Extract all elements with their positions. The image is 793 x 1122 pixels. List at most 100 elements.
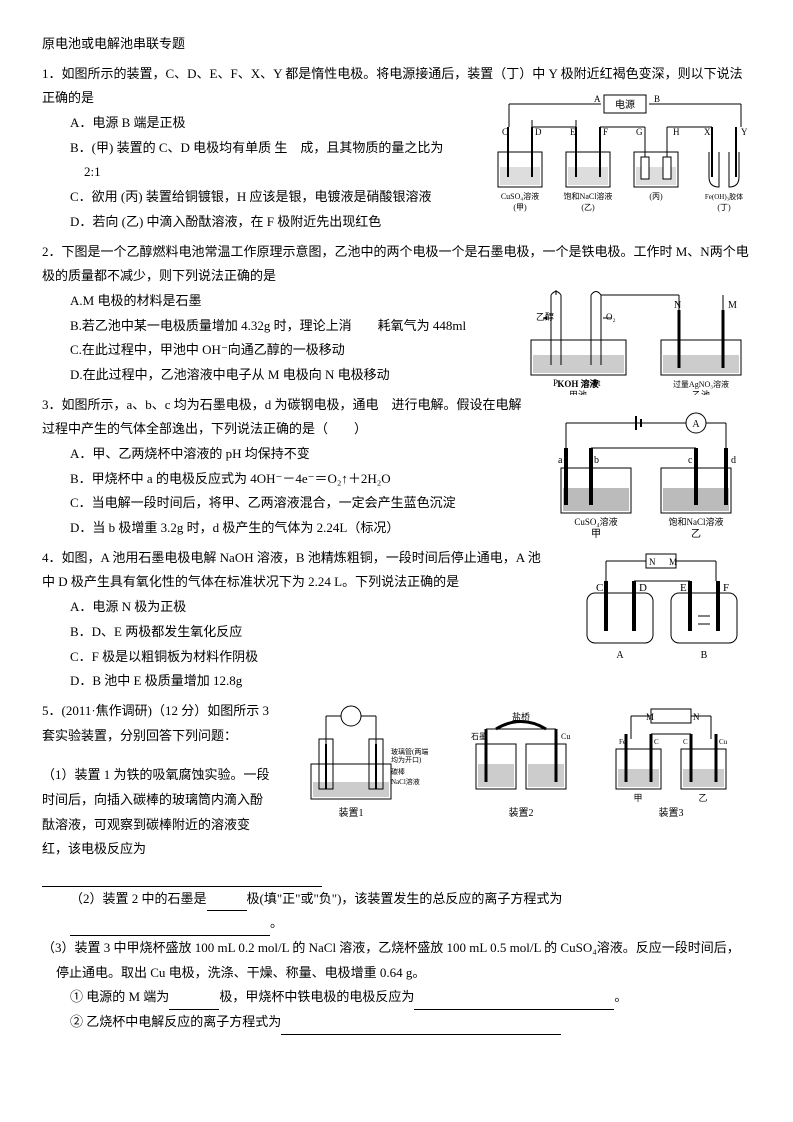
q3-opt-b: B．甲烧杯中 a 的电极反应式为 4OH⁻－4e⁻＝O₂↑＋2H₂O — [42, 467, 522, 492]
svg-text:F: F — [723, 582, 729, 594]
q4-stem: 4．如图，A 池用石墨电极电解 NaOH 溶液，B 池精炼粗铜，一段时间后停止通… — [42, 546, 542, 595]
svg-text:Cu: Cu — [719, 738, 728, 746]
svg-text:M: M — [646, 712, 654, 722]
q2-figure: 乙醇 O₂ PtPt KOH 溶液 甲池 N M 过量AgNO₃溶液 乙池 — [521, 280, 751, 395]
svg-text:A: A — [594, 94, 601, 104]
svg-text:Fe: Fe — [619, 738, 626, 746]
svg-text:C: C — [502, 127, 508, 137]
blank-3a[interactable] — [169, 994, 219, 1010]
svg-text:N: N — [674, 300, 681, 311]
question-5: 玻璃管(两端 均为开口) 碳棒 NaCl溶液 装置1 盐桥 石墨 Cu 装置2 … — [42, 699, 751, 1035]
svg-text:均为开口): 均为开口) — [391, 755, 422, 764]
q5-sub3: （3）装置 3 中甲烧杯盛放 100 mL 0.2 mol/L 的 NaCl 溶… — [42, 936, 751, 985]
q5-sub1-text: （1）装置 1 为铁的吸氧腐蚀实验。一段时间后，向插入碳棒的玻璃筒内滴入酚酞溶液… — [42, 767, 270, 856]
svg-text:E: E — [570, 127, 576, 137]
blank-2a[interactable] — [207, 895, 247, 911]
svg-text:C: C — [596, 582, 603, 594]
svg-text:N: N — [693, 712, 700, 722]
svg-text:甲: 甲 — [591, 529, 601, 538]
svg-text:玻璃管(两端: 玻璃管(两端 — [391, 747, 428, 756]
q5-sub1: （1）装置 1 为铁的吸氧腐蚀实验。一段时间后，向插入碳棒的玻璃筒内滴入酚酞溶液… — [42, 763, 272, 886]
svg-text:M: M — [669, 557, 677, 567]
q5-stem1: 5．(2011·焦作调研)（12 分）如图所示 3套实验装置，分别回答下列问题： — [42, 703, 269, 743]
q4-opt-d: D．B 池中 E 极质量增加 12.8g — [42, 669, 751, 694]
svg-text:B: B — [701, 650, 708, 661]
svg-text:X: X — [704, 127, 711, 137]
q4-figure: N M C D A E F B — [576, 551, 746, 666]
svg-text:装置3: 装置3 — [659, 806, 684, 819]
svg-text:NaCl溶液: NaCl溶液 — [391, 777, 420, 786]
question-1: 电源 A B C D CuSO₄溶液 (甲) E F 饱和NaCl溶液 (乙) — [42, 62, 751, 235]
blank-3b[interactable] — [414, 994, 614, 1010]
question-2: 乙醇 O₂ PtPt KOH 溶液 甲池 N M 过量AgNO₃溶液 乙池 2．… — [42, 240, 751, 388]
q5-figure: 玻璃管(两端 均为开口) 碳棒 NaCl溶液 装置1 盐桥 石墨 Cu 装置2 … — [291, 699, 751, 829]
q1-figure: 电源 A B C D CuSO₄溶液 (甲) E F 饱和NaCl溶液 (乙) — [489, 92, 761, 212]
q1-opt-a: A．电源 B 端是正极 — [42, 111, 462, 136]
q5-sub3-2-text: ② 乙烧杯中电解反应的离子方程式为 — [70, 1014, 281, 1029]
svg-text:CuSO₄溶液: CuSO₄溶液 — [501, 191, 539, 201]
q2-opt-a: A.M 电极的材料是石墨 — [42, 289, 502, 314]
q5-sub3-1b-text: 极，甲烧杯中铁电极的电极反应为 — [219, 989, 414, 1004]
svg-text:乙: 乙 — [698, 793, 707, 803]
svg-text:Fe(OH)₃胶体: Fe(OH)₃胶体 — [705, 192, 743, 201]
svg-text:N: N — [649, 557, 656, 567]
svg-text:a: a — [558, 455, 563, 466]
svg-text:石墨: 石墨 — [471, 732, 487, 741]
svg-text:(丙): (丙) — [649, 192, 663, 201]
svg-text:饱和NaCl溶液: 饱和NaCl溶液 — [564, 191, 613, 201]
q1-opt-c: C．欲用 (丙) 装置给铜镀银，H 应该是银，电镀液是硝酸银溶液 — [42, 185, 462, 210]
blank-3c[interactable] — [281, 1019, 561, 1035]
q5-sub2: （2）装置 2 中的石墨是 极(填"正"或"负")，该装置发生的总反应的离子方程式… — [42, 887, 751, 936]
svg-text:(甲): (甲) — [513, 203, 527, 212]
q2-opt-b: B.若乙池中某一电极质量增加 4.32g 时，理论上消 耗氧气为 448ml — [42, 314, 512, 339]
svg-text:乙醇: 乙醇 — [536, 311, 554, 322]
svg-text:A: A — [692, 419, 700, 430]
svg-text:过量AgNO₃溶液: 过量AgNO₃溶液 — [673, 379, 729, 389]
question-4: N M C D A E F B 4．如图，A 池用石墨电极电解 NaOH 溶液，B… — [42, 546, 751, 694]
svg-text:装置2: 装置2 — [509, 806, 534, 819]
q3-opt-a: A．甲、乙两烧杯中溶液的 pH 均保持不变 — [42, 442, 522, 467]
svg-text:E: E — [680, 582, 687, 594]
q5-sub3-1: ① 电源的 M 端为极，甲烧杯中铁电极的电极反应为。 — [42, 985, 751, 1010]
svg-text:B: B — [654, 94, 660, 104]
svg-text:饱和NaCl溶液: 饱和NaCl溶液 — [669, 516, 724, 527]
svg-text:C: C — [683, 738, 688, 746]
power-label: 电源 — [615, 98, 635, 111]
svg-text:(乙): (乙) — [581, 203, 595, 212]
q3-opt-c: C．当电解一段时间后，将甲、乙两溶液混合，一定会产生蓝色沉淀 — [42, 491, 522, 516]
q3-opt-d: D．当 b 极增重 3.2g 时，d 极产生的气体为 2.24L（标况） — [42, 516, 522, 541]
svg-text:(丁): (丁) — [717, 203, 731, 212]
q5-sub2-text-a: （2）装置 2 中的石墨是 — [70, 891, 207, 906]
svg-text:b: b — [594, 455, 599, 466]
svg-text:O₂: O₂ — [606, 312, 616, 322]
blank-1[interactable] — [42, 871, 322, 887]
q5-sub3-2: ② 乙烧杯中电解反应的离子方程式为 — [42, 1010, 751, 1035]
q3-figure: A a b CuSO₄溶液 甲 c d 饱和NaCl溶液 乙 — [546, 408, 746, 538]
svg-text:碳棒: 碳棒 — [391, 767, 405, 776]
q1-opt-b: B．(甲) 装置的 C、D 电极均有单质 生 成，且其物质的量之比为 2:1 — [42, 136, 462, 185]
q1-opt-d: D．若向 (乙) 中滴入酚酞溶液，在 F 极附近先出现红色 — [42, 210, 751, 235]
svg-text:C: C — [654, 738, 659, 746]
svg-text:甲: 甲 — [633, 793, 642, 803]
blank-2b[interactable] — [70, 920, 270, 936]
svg-text:Y: Y — [741, 127, 748, 137]
svg-text:Cu: Cu — [561, 732, 570, 741]
svg-text:D: D — [639, 582, 647, 594]
svg-text:CuSO₄溶液: CuSO₄溶液 — [574, 516, 617, 527]
question-3: A a b CuSO₄溶液 甲 c d 饱和NaCl溶液 乙 — [42, 393, 751, 541]
svg-text:D: D — [535, 127, 542, 137]
svg-text:M: M — [728, 300, 737, 311]
svg-text:F: F — [603, 127, 608, 137]
svg-text:d: d — [731, 455, 736, 466]
svg-text:c: c — [688, 455, 693, 466]
svg-text:A: A — [616, 650, 624, 661]
svg-text:乙: 乙 — [691, 528, 701, 538]
svg-text:装置1: 装置1 — [339, 806, 364, 819]
q2-opt-c: C.在此过程中，甲池中 OH⁻向通乙醇的一极移动 — [42, 338, 502, 363]
q3-stem: 3．如图所示，a、b、c 均为石墨电极，d 为碳钢电极，通电 进行电解。假设在电… — [42, 393, 532, 442]
svg-text:H: H — [673, 127, 680, 137]
q5-sub2-text-b: 极(填"正"或"负")，该装置发生的总反应的离子方程式为 — [247, 891, 563, 906]
q5-sub3-1a-text: ① 电源的 M 端为 — [70, 989, 169, 1004]
svg-text:G: G — [636, 127, 643, 137]
page-title: 原电池或电解池串联专题 — [42, 32, 751, 57]
